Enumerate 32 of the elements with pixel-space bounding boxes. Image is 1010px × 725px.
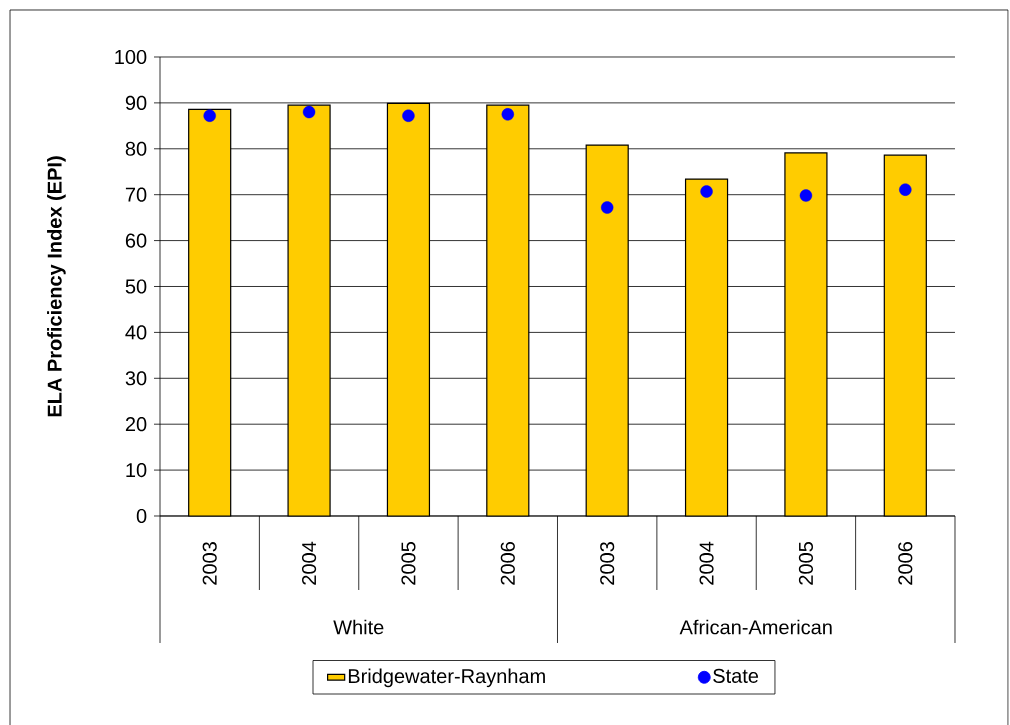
x-tick-label: 2006 [898,542,913,585]
point [700,185,713,198]
x-tick-label: 2006 [500,542,515,585]
point [799,189,813,202]
text: African-American [679,619,832,635]
y-tick-label: 80 [125,141,147,156]
x-tick-label: 2005 [798,542,814,585]
x-tick-label: 2004 [699,541,714,585]
y-tick-label: 100 [115,49,147,65]
point [302,105,316,119]
y-tick-label: 90 [125,95,147,110]
y-tick-label: 10 [126,463,147,478]
y-axis-title: ELA Proficiency Index (EPI) [47,156,66,417]
point [600,201,614,214]
text: White [333,619,384,635]
point [402,109,415,122]
y-tick-label: 50 [125,279,147,294]
y-tick-label: 30 [125,371,147,386]
x-tick-label: 2004 [301,541,317,585]
y-tick-label: 0 [136,508,147,524]
x-tick-label: 2003 [202,542,217,585]
x-tick-label: 2005 [401,542,416,585]
legend-label: Bridgewater-Raynham [348,668,545,688]
y-tick-label: 60 [125,233,147,248]
x-tick-label: 2003 [600,542,615,585]
y-tick-label: 40 [125,325,147,340]
y-tick-label: 20 [125,417,147,432]
point [203,109,216,122]
point [899,183,912,196]
y-tick-label: 70 [125,187,147,202]
point [501,108,515,121]
legend-label: State [713,668,759,683]
